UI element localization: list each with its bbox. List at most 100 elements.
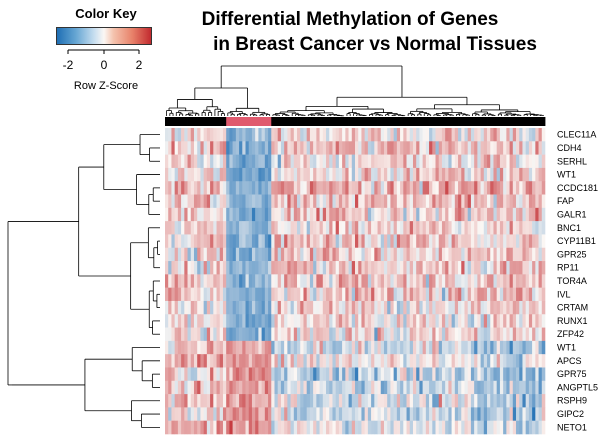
- heatmap-cell: [248, 128, 253, 142]
- heatmap-cell: [532, 314, 536, 328]
- heatmap-cell: [271, 154, 275, 169]
- heatmap-cell: [487, 380, 491, 395]
- heatmap-cell: [277, 327, 282, 342]
- heatmap-cell: [274, 141, 279, 155]
- heatmap-cell: [222, 234, 227, 249]
- heatmap-cell: [528, 380, 533, 395]
- heatmap-cell: [245, 154, 250, 169]
- heatmap-cell: [367, 327, 372, 342]
- heatmap-cell: [490, 327, 494, 342]
- heatmap-cell: [483, 420, 488, 435]
- heatmap-cell: [316, 141, 320, 155]
- heatmap-cell: [416, 287, 420, 302]
- heatmap-cell: [355, 247, 359, 262]
- heatmap-cell: [242, 367, 246, 382]
- heatmap-cell: [348, 261, 353, 275]
- heatmap-cell: [499, 247, 504, 262]
- group-cell: [216, 117, 221, 126]
- heatmap-cell: [306, 181, 311, 195]
- heatmap-cell: [345, 367, 349, 382]
- group-cell: [206, 117, 211, 126]
- heatmap-cell: [342, 234, 346, 249]
- heatmap-cell: [525, 340, 530, 355]
- heatmap-cell: [268, 300, 272, 315]
- heatmap-cell: [464, 207, 469, 222]
- heatmap-cell: [271, 167, 275, 182]
- heatmap-cell: [190, 261, 195, 275]
- heatmap-cell: [374, 314, 378, 328]
- heatmap-cell: [203, 394, 208, 408]
- heatmap-cell: [396, 221, 401, 235]
- heatmap-cell: [271, 420, 275, 435]
- heatmap-cell: [245, 394, 250, 408]
- heatmap-cell: [396, 407, 401, 421]
- heatmap-cell: [239, 340, 243, 355]
- heatmap-cell: [181, 367, 185, 382]
- heatmap-cell: [174, 247, 179, 262]
- heatmap-cell: [174, 234, 179, 249]
- gene-label: WT1: [557, 170, 576, 180]
- heatmap-cell: [239, 181, 243, 195]
- heatmap-cell: [342, 314, 346, 328]
- heatmap-cell: [387, 234, 391, 249]
- heatmap-cell: [487, 181, 491, 195]
- heatmap-cell: [464, 221, 469, 235]
- heatmap-cell: [316, 354, 320, 368]
- heatmap-cell: [271, 354, 275, 368]
- heatmap-cell: [313, 340, 317, 355]
- heatmap-cell: [222, 167, 227, 182]
- heatmap-cell: [519, 141, 523, 155]
- heatmap-cell: [419, 128, 423, 142]
- heatmap-cell: [216, 181, 221, 195]
- heatmap-cell: [541, 300, 546, 315]
- heatmap-cell: [470, 181, 475, 195]
- heatmap-cell: [261, 128, 266, 142]
- gene-label: CRTAM: [557, 303, 588, 313]
- heatmap-cell: [181, 128, 185, 142]
- heatmap-cell: [271, 327, 275, 342]
- heatmap-cell: [464, 380, 469, 395]
- group-cell: [345, 117, 349, 126]
- heatmap-cell: [239, 274, 243, 288]
- heatmap-cell: [412, 327, 417, 342]
- heatmap-cell: [525, 207, 530, 222]
- heatmap-cell: [351, 274, 356, 288]
- heatmap-cell: [348, 181, 353, 195]
- heatmap-cell: [251, 394, 256, 408]
- heatmap-cell: [216, 274, 221, 288]
- heatmap-cell: [454, 287, 459, 302]
- heatmap-cell: [403, 247, 407, 262]
- heatmap-cell: [477, 207, 481, 222]
- heatmap-cell: [538, 154, 543, 169]
- heatmap-cell: [338, 154, 343, 169]
- heatmap-cell: [309, 327, 314, 342]
- heatmap-cell: [348, 300, 353, 315]
- heatmap-cell: [390, 167, 394, 182]
- heatmap-cell: [306, 314, 311, 328]
- heatmap-cell: [216, 194, 221, 209]
- heatmap-cell: [342, 247, 346, 262]
- heatmap-cell: [348, 154, 353, 169]
- heatmap-cell: [412, 407, 417, 421]
- heatmap-cell: [438, 221, 443, 235]
- heatmap-cell: [451, 247, 456, 262]
- heatmap-cell: [361, 420, 365, 435]
- heatmap-cell: [445, 141, 449, 155]
- heatmap-cell: [499, 234, 504, 249]
- heatmap-cell: [222, 261, 227, 275]
- heatmap-cell: [197, 420, 201, 435]
- heatmap-cell: [451, 327, 456, 342]
- heatmap-cell: [193, 181, 198, 195]
- heatmap-cell: [496, 141, 501, 155]
- heatmap-cell: [216, 380, 221, 395]
- heatmap-cell: [261, 314, 266, 328]
- heatmap-cell: [496, 247, 501, 262]
- heatmap-cell: [277, 128, 282, 142]
- heatmap-cell: [396, 141, 401, 155]
- heatmap-cell: [309, 167, 314, 182]
- heatmap-cell: [464, 261, 469, 275]
- heatmap-cell: [425, 380, 430, 395]
- heatmap-cell: [403, 234, 407, 249]
- heatmap-cell: [171, 207, 175, 222]
- heatmap-cell: [193, 300, 198, 315]
